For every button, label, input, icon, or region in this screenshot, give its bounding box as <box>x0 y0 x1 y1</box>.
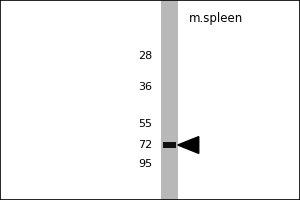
Text: 28: 28 <box>138 51 152 61</box>
Polygon shape <box>178 137 199 153</box>
Text: 72: 72 <box>138 140 152 150</box>
Text: 95: 95 <box>138 159 152 169</box>
Bar <box>161 0 178 200</box>
Bar <box>163 142 176 148</box>
Text: 55: 55 <box>138 119 152 129</box>
Text: 36: 36 <box>138 82 152 92</box>
Text: m.spleen: m.spleen <box>189 12 243 25</box>
